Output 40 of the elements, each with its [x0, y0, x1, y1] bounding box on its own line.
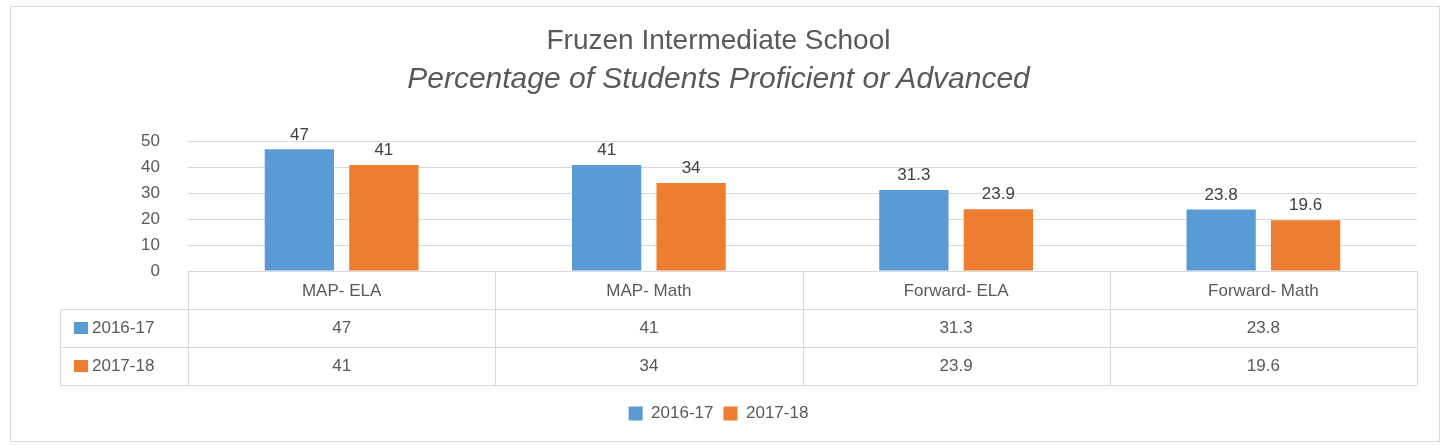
bar — [349, 164, 419, 271]
text: 23.9 — [939, 355, 973, 375]
y-tick-label: 40 — [141, 157, 160, 177]
text: 41 — [639, 317, 659, 337]
data-label: 23.8 — [1204, 184, 1238, 204]
bar — [264, 149, 335, 271]
x-tick-label: Forward- ELA — [903, 280, 1010, 300]
text: 2016-17 — [651, 403, 714, 423]
bar — [571, 164, 642, 271]
data-label: 31.3 — [897, 165, 931, 185]
data-label: 47 — [289, 124, 309, 144]
text: 23.8 — [1246, 317, 1280, 337]
legend-label: 2017-18 — [746, 403, 809, 423]
text: 19.6 — [1246, 355, 1280, 375]
bar — [1270, 220, 1341, 271]
y-tick-label: 10 — [141, 234, 160, 254]
bar — [879, 190, 949, 271]
y-tick-label: 50 — [141, 131, 160, 151]
data-label: 41 — [374, 140, 394, 160]
chart-title: Fruzen Intermediate School — [546, 23, 891, 55]
y-tick-label: 0 — [150, 260, 160, 280]
chart-subtitle: Percentage of Students Proficient or Advanced — [407, 60, 1032, 94]
bar — [963, 209, 1034, 271]
bar — [1186, 209, 1256, 271]
text: 34 — [639, 355, 659, 375]
x-tick-label: MAP- Math — [606, 280, 692, 300]
data-label: 41 — [597, 140, 617, 160]
text: 2017-18 — [92, 355, 155, 375]
x-tick-label: MAP- ELA — [301, 280, 382, 300]
y-tick-label: 30 — [141, 183, 160, 203]
text: 47 — [332, 317, 352, 337]
x-tick-label: Forward- Math — [1208, 280, 1319, 300]
text: 41 — [332, 355, 352, 375]
y-tick-label: 20 — [141, 208, 160, 228]
bar — [656, 183, 726, 271]
data-label: 23.9 — [981, 184, 1015, 204]
legend-label: 2016-17 — [92, 317, 155, 337]
data-label: 34 — [681, 158, 701, 178]
text: 31.3 — [939, 317, 973, 337]
data-label: 19.6 — [1289, 195, 1323, 215]
